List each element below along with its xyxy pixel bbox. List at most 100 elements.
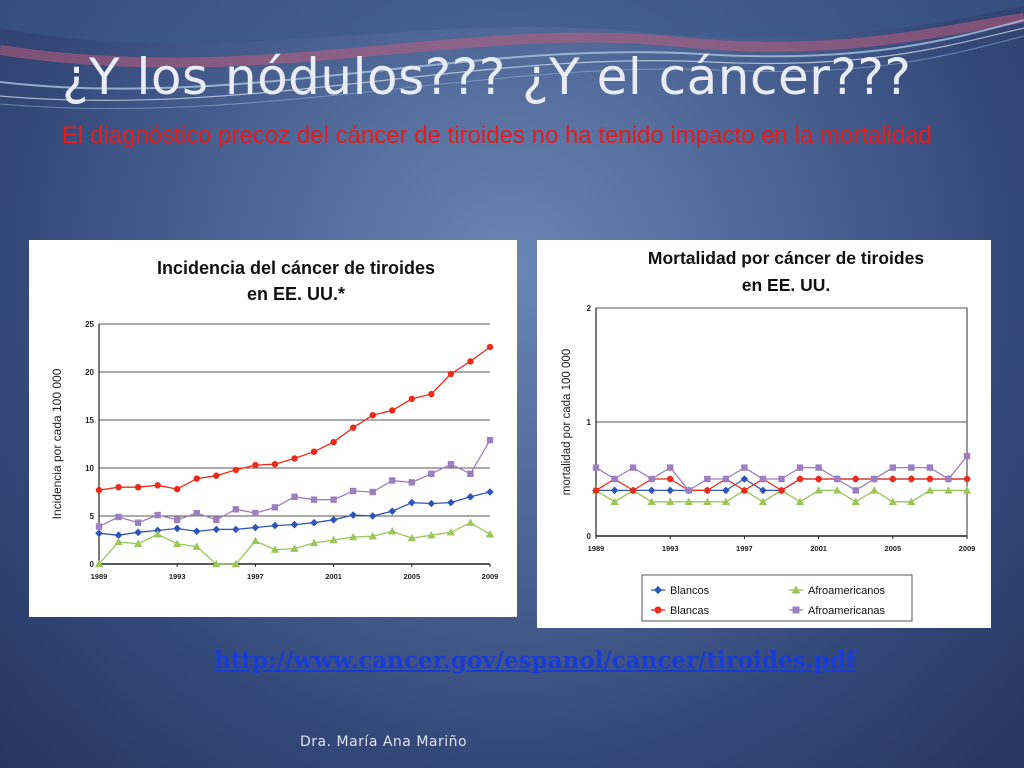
data-point-blancas (389, 407, 396, 414)
data-point-afroamericanos (666, 497, 675, 505)
data-point-afroamericanas (252, 509, 259, 517)
data-point-afroamericanas (134, 519, 142, 526)
data-point-blancos (232, 525, 240, 534)
data-point-blancas (291, 455, 298, 462)
data-point-afroamericanas (889, 464, 896, 471)
mortality-chart-panel: Mortalidad por cáncer de tiroides en EE. … (537, 240, 991, 628)
data-point-afroamericanos (851, 497, 860, 505)
data-point-afroamericanas (349, 487, 357, 495)
data-point-afroamericanos (348, 532, 358, 541)
data-point-blancas (213, 472, 220, 479)
data-point-afroamericanas (389, 477, 396, 484)
data-point-afroamericanos (212, 559, 221, 568)
data-point-blancas (889, 475, 896, 483)
chart-title-line: Incidencia del cáncer de tiroides (157, 258, 435, 278)
legend-marker-afroamericanas (792, 606, 800, 614)
data-point-afroamericanos (832, 486, 842, 494)
data-point-afroamericanas (778, 475, 785, 483)
data-point-afroamericanas (852, 487, 859, 494)
data-point-blancos (212, 525, 221, 534)
data-point-blancas (796, 475, 804, 483)
source-link[interactable]: http://www.cancer.gov/espanol/cancer/tir… (214, 647, 856, 674)
data-point-blancos (447, 498, 455, 507)
legend-marker-blancas (654, 606, 662, 614)
data-point-afroamericanas (213, 516, 220, 524)
y-tick-label: 15 (85, 416, 94, 425)
data-point-blancos (408, 498, 416, 507)
data-point-afroamericanas (759, 475, 767, 483)
data-point-blancas (592, 487, 600, 494)
data-point-afroamericanos (446, 528, 456, 536)
data-point-afroamericanas (815, 464, 822, 471)
legend-label-afroamericanos: Afroamericanos (808, 585, 886, 597)
data-point-afroamericanos (231, 559, 241, 568)
data-point-blancos (466, 493, 475, 501)
data-point-afroamericanas (369, 488, 376, 496)
data-point-afroamericanos (388, 527, 397, 535)
data-point-afroamericanos (466, 518, 475, 526)
legend-marker-blancos (653, 585, 663, 595)
data-point-afroamericanos (309, 538, 319, 547)
data-point-blancos (759, 486, 767, 495)
data-point-afroamericanas (154, 511, 161, 519)
data-point-afroamericanas (611, 475, 618, 483)
data-point-afroamericanos (94, 559, 104, 568)
legend-label-blancas: Blancas (670, 605, 710, 617)
data-point-afroamericanos (703, 497, 712, 505)
x-tick-label: 2009 (959, 544, 976, 553)
data-point-blancas (310, 448, 318, 455)
data-point-afroamericanas (428, 470, 435, 477)
data-point-afroamericanos (251, 536, 260, 545)
data-point-blancos (134, 528, 142, 537)
data-point-afroamericanos (192, 542, 201, 550)
data-point-blancas (134, 484, 142, 491)
data-point-afroamericanos (647, 497, 656, 505)
data-point-afroamericanas (592, 464, 600, 471)
y-tick-label: 1 (587, 418, 592, 427)
data-point-blancos (610, 486, 619, 495)
data-point-afroamericanos (153, 530, 162, 538)
data-point-afroamericanas (193, 509, 200, 517)
data-point-blancos (388, 507, 397, 515)
chart-title-line: en EE. UU. (742, 275, 831, 295)
data-point-afroamericanas (741, 464, 748, 471)
legend-label-afroamericanas: Afroamericanas (808, 605, 886, 617)
data-point-afroamericanos (610, 497, 619, 505)
legend-marker-afroamericanos (791, 585, 801, 594)
legend-box (641, 574, 913, 622)
data-point-afroamericanas (833, 475, 841, 483)
data-point-blancos (329, 516, 338, 524)
data-point-blancas (95, 486, 103, 494)
x-tick-label: 2001 (810, 544, 827, 553)
data-point-afroamericanas (704, 475, 711, 483)
y-tick-label: 2 (587, 304, 592, 313)
slide-subtitle: El diagnóstico precoz del cáncer de tiro… (62, 122, 932, 149)
data-point-afroamericanos (427, 531, 436, 539)
data-point-afroamericanos (888, 497, 897, 505)
y-tick-label: 0 (587, 532, 592, 541)
incidence-chart: Incidencia del cáncer de tiroides en EE. … (50, 258, 498, 581)
data-point-blancas (667, 475, 674, 483)
data-point-afroamericanos (329, 535, 338, 544)
data-point-blancos (647, 486, 656, 495)
data-point-afroamericanas (330, 496, 337, 503)
data-point-blancas (963, 475, 971, 483)
x-tick-label: 2005 (403, 572, 420, 581)
data-point-afroamericanos (290, 544, 299, 552)
data-point-afroamericanas (467, 470, 474, 477)
author-footer: Dra. María Ana Mariño (300, 734, 468, 750)
data-point-afroamericanos (407, 533, 416, 542)
data-point-blancas (271, 460, 279, 468)
data-point-afroamericanas (963, 453, 971, 460)
incidence-chart-panel: Incidencia del cáncer de tiroides en EE. … (29, 240, 517, 617)
data-point-afroamericanos (114, 537, 123, 546)
data-point-afroamericanas (310, 496, 318, 503)
data-point-blancos (173, 524, 181, 533)
data-point-afroamericanos (944, 486, 953, 494)
data-point-blancas (408, 395, 415, 403)
data-point-blancos (251, 523, 260, 532)
data-point-afroamericanas (908, 464, 915, 471)
y-tick-label: 20 (85, 368, 94, 377)
y-tick-label: 0 (90, 560, 95, 569)
data-point-blancos (192, 527, 201, 536)
